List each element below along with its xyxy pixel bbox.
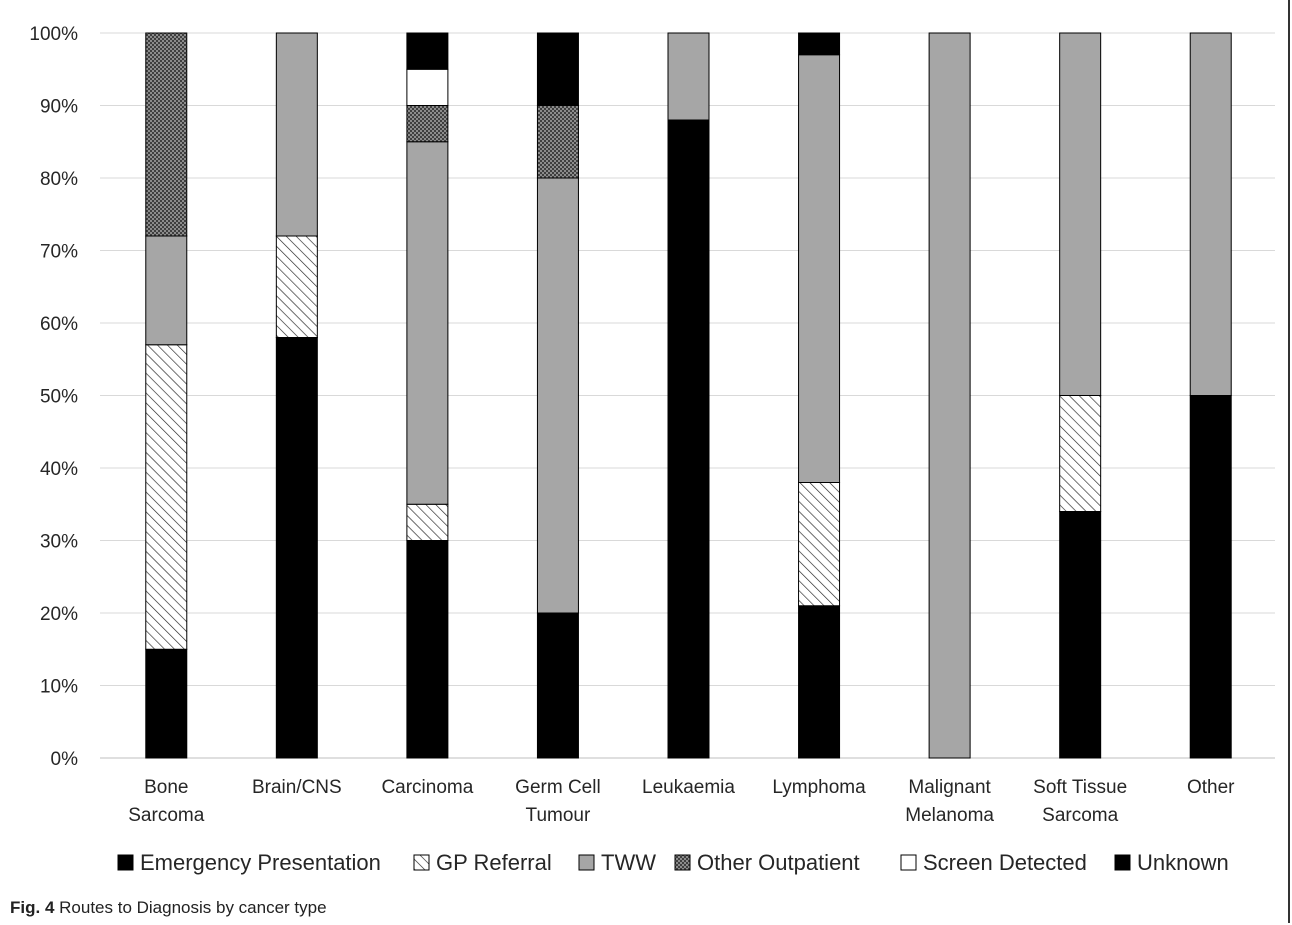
y-tick-label: 10% bbox=[40, 677, 78, 698]
legend-item: GP Referral bbox=[413, 850, 552, 875]
legend-label: Screen Detected bbox=[923, 850, 1087, 875]
bar-stack bbox=[928, 32, 971, 759]
x-tick-label: Carcinoma bbox=[381, 777, 473, 798]
x-tick-label: Bone bbox=[144, 777, 188, 798]
legend-swatch bbox=[900, 854, 917, 871]
bar-stack bbox=[536, 32, 579, 759]
bar-segment bbox=[1059, 32, 1102, 396]
x-axis-ticks: Bone Sarcoma Brain/CNS Carcinoma Germ Cell Tu… bbox=[128, 777, 1235, 826]
bar-stack bbox=[406, 32, 449, 759]
bar-segment bbox=[145, 235, 188, 346]
bar-segment bbox=[1189, 32, 1232, 396]
bar-segment bbox=[406, 32, 449, 70]
legend-item: Unknown bbox=[1114, 850, 1229, 875]
x-tick-label: Tumour bbox=[526, 805, 591, 826]
y-tick-label: 40% bbox=[40, 459, 78, 480]
legend-item: TWW bbox=[578, 850, 656, 875]
bar-segment bbox=[798, 32, 841, 56]
legend-label: Unknown bbox=[1137, 850, 1229, 875]
bar-segment bbox=[798, 54, 841, 483]
stacked-bar-chart: 0% 10% 20% 30% 40% 50% 60% 70% 80% 90% 100% Bone Sa… bbox=[29, 24, 1275, 875]
bar-segment bbox=[536, 105, 579, 179]
bar-segment bbox=[145, 32, 188, 237]
legend-label: Other Outpatient bbox=[697, 850, 860, 875]
legend-item: Other Outpatient bbox=[674, 850, 860, 875]
x-tick-label: Other bbox=[1187, 777, 1235, 798]
bar-segment bbox=[1059, 511, 1102, 759]
x-tick-label: Melanoma bbox=[905, 805, 994, 826]
bar-segment bbox=[145, 344, 188, 650]
x-tick-label: Sarcoma bbox=[1042, 805, 1118, 826]
figure-label: Fig. 4 bbox=[10, 898, 55, 917]
x-tick-label: Brain/CNS bbox=[252, 777, 342, 798]
legend-swatch bbox=[578, 854, 595, 871]
y-tick-label: 20% bbox=[40, 604, 78, 625]
bar-stack bbox=[1059, 32, 1102, 759]
bar-segment bbox=[1189, 395, 1232, 759]
x-tick-label: Leukaemia bbox=[642, 777, 735, 798]
x-tick-label: Soft Tissue bbox=[1033, 777, 1127, 798]
figure-caption-text: Routes to Diagnosis by cancer type bbox=[59, 898, 327, 917]
bar-segment bbox=[406, 141, 449, 505]
bar-segment bbox=[1059, 395, 1102, 512]
bar-segment bbox=[536, 612, 579, 759]
legend-item: Screen Detected bbox=[900, 850, 1087, 875]
bar-stack bbox=[275, 32, 318, 759]
bars bbox=[145, 32, 1232, 759]
legend-label: Emergency Presentation bbox=[140, 850, 381, 875]
y-tick-label: 50% bbox=[40, 387, 78, 408]
x-tick-label: Lymphoma bbox=[772, 777, 866, 798]
figure-caption: Fig. 4 Routes to Diagnosis by cancer typ… bbox=[10, 898, 327, 918]
y-tick-label: 80% bbox=[40, 169, 78, 190]
y-tick-label: 30% bbox=[40, 532, 78, 553]
y-tick-label: 100% bbox=[29, 24, 78, 45]
bar-segment bbox=[406, 503, 449, 541]
y-tick-label: 90% bbox=[40, 97, 78, 118]
bar-segment bbox=[536, 177, 579, 614]
legend-swatch bbox=[674, 854, 691, 871]
bar-segment bbox=[275, 235, 318, 338]
bar-segment bbox=[145, 648, 188, 759]
bar-segment bbox=[798, 482, 841, 607]
bar-stack bbox=[1189, 32, 1232, 759]
y-axis-ticks: 0% 10% 20% 30% 40% 50% 60% 70% 80% 90% 100% bbox=[29, 24, 78, 770]
bar-segment bbox=[667, 32, 710, 121]
legend-swatch bbox=[413, 854, 430, 871]
bar-segment bbox=[667, 119, 710, 759]
bar-segment bbox=[536, 32, 579, 106]
x-tick-label: Malignant bbox=[908, 777, 991, 798]
y-tick-label: 0% bbox=[51, 749, 79, 770]
legend-item: Emergency Presentation bbox=[117, 850, 381, 875]
y-tick-label: 60% bbox=[40, 314, 78, 335]
legend-swatch bbox=[1114, 854, 1131, 871]
bar-segment bbox=[928, 32, 971, 759]
bar-segment bbox=[406, 105, 449, 143]
bar-segment bbox=[275, 337, 318, 759]
bar-segment bbox=[406, 68, 449, 106]
bar-segment bbox=[798, 605, 841, 759]
legend-label: GP Referral bbox=[436, 850, 552, 875]
legend-label: TWW bbox=[601, 850, 656, 875]
bar-stack bbox=[798, 32, 841, 759]
bar-stack bbox=[667, 32, 710, 759]
legend-swatch bbox=[117, 854, 134, 871]
legend: Emergency Presentation GP Referral TWW Othe… bbox=[117, 850, 1229, 875]
bar-segment bbox=[275, 32, 318, 237]
x-tick-label: Germ Cell bbox=[515, 777, 601, 798]
x-tick-label: Sarcoma bbox=[128, 805, 204, 826]
y-tick-label: 70% bbox=[40, 242, 78, 263]
bar-segment bbox=[406, 540, 449, 759]
bar-stack bbox=[145, 32, 188, 759]
